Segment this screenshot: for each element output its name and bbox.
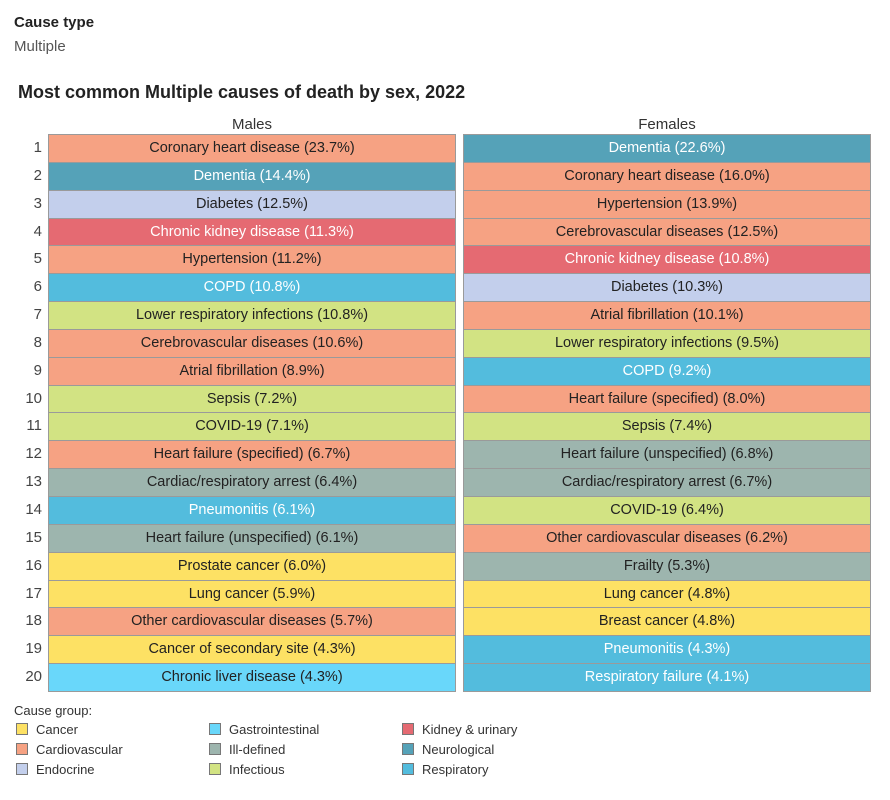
males-column-header: Males [231, 116, 272, 133]
rank-label: 14 [25, 500, 42, 518]
male-cause-cell[interactable]: Sepsis (7.2%) [48, 385, 456, 414]
rank-label: 10 [25, 389, 42, 407]
legend-swatch [402, 743, 414, 755]
female-cause-cell[interactable]: COPD (9.2%) [463, 357, 871, 386]
male-cause-cell[interactable]: Pneumonitis (6.1%) [48, 496, 456, 525]
male-cause-cell[interactable]: Atrial fibrillation (8.9%) [48, 357, 456, 386]
rank-label: 15 [25, 528, 42, 546]
legend-swatch [402, 763, 414, 775]
rank-label: 17 [25, 584, 42, 602]
rank-label: 8 [33, 333, 42, 351]
legend-item[interactable]: Ill-defined [209, 741, 285, 757]
legend-label: Cardiovascular [36, 741, 123, 757]
female-cause-cell[interactable]: Hypertension (13.9%) [463, 190, 871, 219]
rank-label: 11 [26, 417, 42, 435]
male-cause-cell[interactable]: Diabetes (12.5%) [48, 190, 456, 219]
cause-type-filter-label: Cause type [14, 14, 95, 31]
legend-swatch [402, 723, 414, 735]
legend-label: Neurological [422, 741, 495, 757]
female-cause-cell[interactable]: Respiratory failure (4.1%) [463, 664, 871, 692]
rank-label: 12 [25, 445, 42, 463]
legend-item[interactable]: Infectious [209, 761, 285, 777]
legend-swatch [16, 723, 28, 735]
legend-label: Cancer [36, 721, 78, 737]
female-cause-cell[interactable]: Diabetes (10.3%) [463, 274, 871, 303]
legend-item[interactable]: Respiratory [402, 761, 488, 777]
legend-swatch [209, 723, 221, 735]
rank-label: 16 [25, 556, 42, 574]
legend-label: Ill-defined [229, 741, 286, 757]
legend-item[interactable]: Gastrointestinal [209, 721, 319, 737]
legend-swatch [209, 743, 221, 755]
male-cause-cell[interactable]: Prostate cancer (6.0%) [48, 552, 456, 581]
legend-item[interactable]: Cancer [16, 721, 78, 737]
legend-label: Respiratory [422, 761, 489, 777]
male-cause-cell[interactable]: Other cardiovascular diseases (5.7%) [48, 608, 456, 637]
rank-label: 4 [33, 222, 42, 240]
female-cause-cell[interactable]: Lower respiratory infections (9.5%) [463, 329, 871, 358]
rank-label: 6 [33, 278, 42, 296]
female-cause-cell[interactable]: Atrial fibrillation (10.1%) [463, 302, 871, 330]
cause-type-filter-value[interactable]: Multiple [14, 38, 66, 55]
male-cause-cell[interactable]: Cerebrovascular diseases (10.6%) [48, 329, 456, 358]
rank-label: 13 [25, 473, 42, 491]
legend-swatch [16, 743, 28, 755]
legend-item[interactable]: Endocrine [16, 761, 95, 777]
female-cause-cell[interactable]: Dementia (22.6%) [463, 135, 871, 163]
legend-label: Endocrine [36, 761, 95, 777]
chart-title: Most common Multiple causes of death by … [18, 82, 466, 102]
females-column-header: Females [638, 116, 696, 133]
male-cause-cell[interactable]: Cardiac/respiratory arrest (6.4%) [48, 469, 456, 497]
legend-label: Infectious [229, 761, 285, 777]
male-cause-cell[interactable]: Lung cancer (5.9%) [48, 580, 456, 609]
male-cause-cell[interactable]: Heart failure (unspecified) (6.1%) [48, 524, 456, 553]
legend-label: Kidney & urinary [422, 721, 518, 737]
legend-swatch [16, 763, 28, 775]
male-cause-cell[interactable]: COVID-19 (7.1%) [48, 413, 456, 442]
female-cause-cell[interactable]: Pneumonitis (4.3%) [463, 636, 871, 665]
legend-item[interactable]: Kidney & urinary [402, 721, 517, 737]
female-cause-cell[interactable]: Breast cancer (4.8%) [463, 608, 871, 637]
male-cause-cell[interactable]: COPD (10.8%) [48, 274, 456, 303]
female-cause-cell[interactable]: Chronic kidney disease (10.8%) [463, 246, 871, 275]
legend-item[interactable]: Cardiovascular [16, 741, 123, 757]
female-cause-cell[interactable]: Frailty (5.3%) [463, 552, 871, 581]
rank-label: 5 [33, 250, 42, 268]
female-cause-cell[interactable]: Sepsis (7.4%) [463, 413, 871, 442]
rank-label: 3 [33, 194, 42, 212]
female-cause-cell[interactable]: Other cardiovascular diseases (6.2%) [463, 524, 871, 553]
male-cause-cell[interactable]: Chronic kidney disease (11.3%) [48, 218, 456, 247]
female-cause-cell[interactable]: Coronary heart disease (16.0%) [463, 162, 871, 191]
male-cause-cell[interactable]: Dementia (14.4%) [48, 162, 456, 191]
male-cause-cell[interactable]: Cancer of secondary site (4.3%) [48, 636, 456, 665]
legend-label: Gastrointestinal [229, 721, 320, 737]
rank-column: 1 2 3 4 5 6 7 8 9 10 11 12 13 14 15 16 17 18 19 20 [0, 134, 48, 691]
rank-label: 1 [33, 139, 42, 156]
females-column: Dementia (22.6%) Coronary heart disease (… [463, 134, 871, 692]
male-cause-cell[interactable]: Chronic liver disease (4.3%) [48, 664, 456, 692]
female-cause-cell[interactable]: Lung cancer (4.8%) [463, 580, 871, 609]
female-cause-cell[interactable]: Heart failure (unspecified) (6.8%) [463, 441, 871, 470]
female-cause-cell[interactable]: Heart failure (specified) (8.0%) [463, 385, 871, 414]
female-cause-cell[interactable]: Cardiac/respiratory arrest (6.7%) [463, 469, 871, 497]
female-cause-cell[interactable]: Cerebrovascular diseases (12.5%) [463, 218, 871, 247]
rank-label: 9 [33, 361, 42, 379]
female-cause-cell[interactable]: COVID-19 (6.4%) [463, 496, 871, 525]
male-cause-cell[interactable]: Heart failure (specified) (6.7%) [48, 441, 456, 470]
legend-item[interactable]: Neurological [402, 741, 494, 757]
rank-label: 2 [33, 166, 42, 184]
males-column: Coronary heart disease (23.7%) Dementia (… [48, 134, 456, 692]
rank-label: 20 [25, 668, 42, 686]
male-cause-cell[interactable]: Coronary heart disease (23.7%) [48, 135, 456, 163]
male-cause-cell[interactable]: Hypertension (11.2%) [48, 246, 456, 275]
legend-swatch [209, 763, 221, 775]
male-cause-cell[interactable]: Lower respiratory infections (10.8%) [48, 302, 456, 330]
rank-label: 7 [33, 306, 42, 324]
rank-label: 19 [25, 640, 42, 658]
legend-title: Cause group: [14, 703, 93, 718]
rank-label: 18 [25, 612, 42, 630]
